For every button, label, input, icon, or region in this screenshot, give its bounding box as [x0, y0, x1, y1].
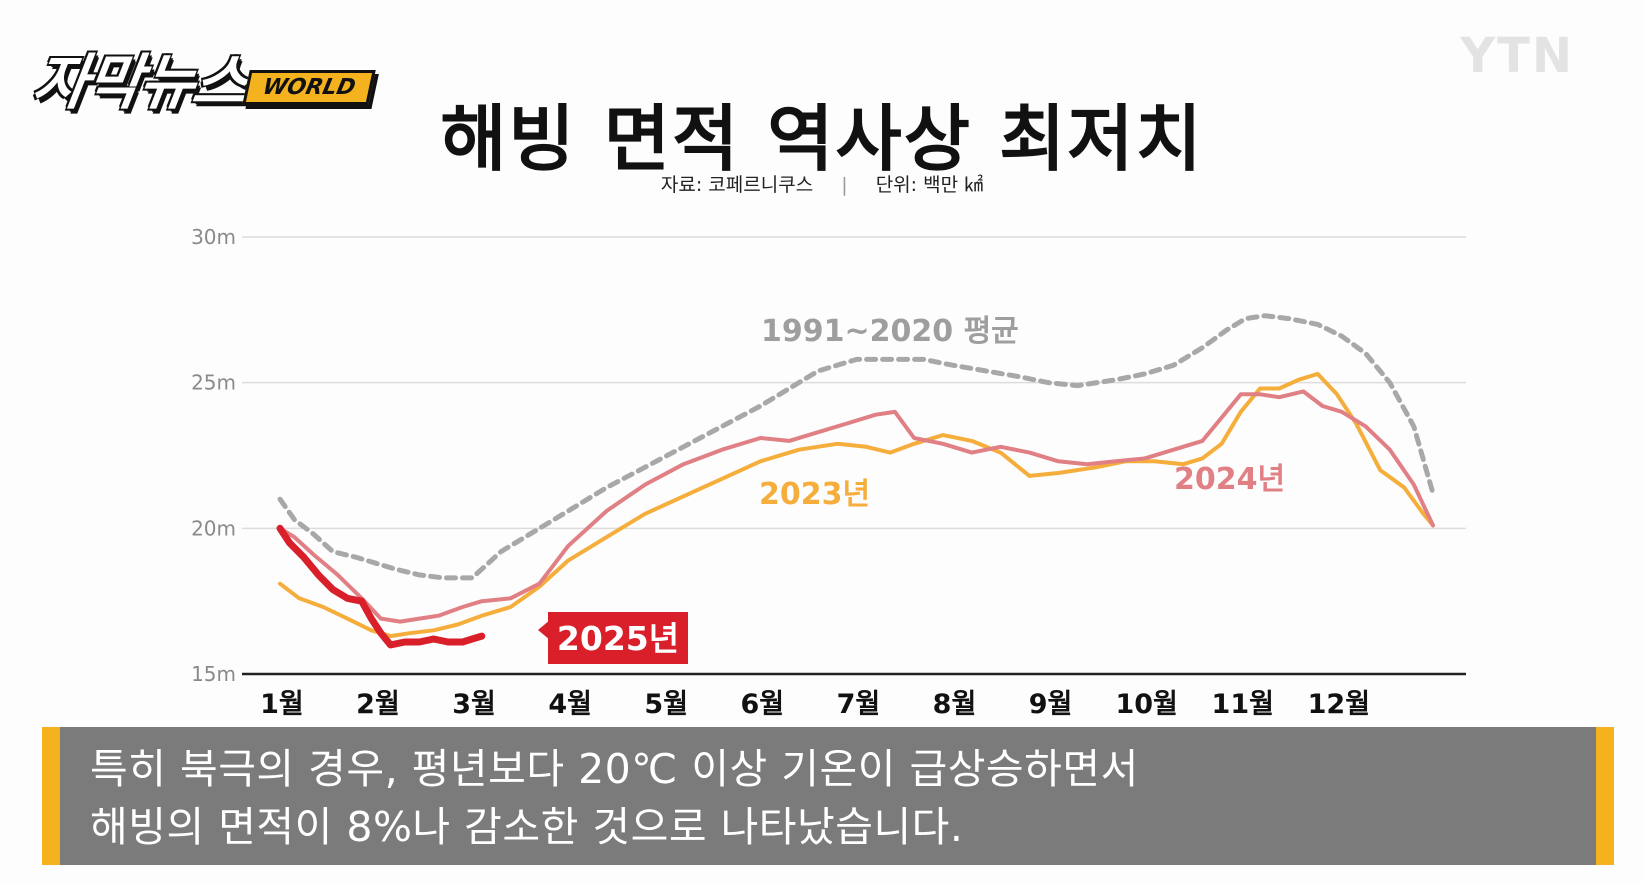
x-tick-label: 12월	[1308, 689, 1370, 720]
y-tick-label: 20m	[191, 516, 236, 540]
chart-unit: 단위: 백만 ㎢	[875, 174, 984, 196]
chart-title: 해빙 면적 역사상 최저치	[440, 97, 1204, 181]
x-tick-label: 4월	[548, 689, 592, 720]
series-label: 2025년	[557, 619, 679, 658]
y-tick-label: 15m	[191, 662, 236, 686]
series-label: 1991~2020 평균	[761, 314, 1019, 349]
series-line	[276, 524, 486, 649]
x-tick-label: 10월	[1115, 689, 1177, 720]
subtitle-caption-box: 특히 북극의 경우, 평년보다 20℃ 이상 기온이 급상승하면서 해빙의 면적…	[42, 727, 1614, 865]
y-tick-label: 25m	[191, 371, 236, 395]
x-tick-label: 9월	[1029, 689, 1073, 720]
channel-watermark: YTN	[1460, 28, 1574, 84]
caption-line-1: 특히 북극의 경우, 평년보다 20℃ 이상 기온이 급상승하면서	[90, 745, 1139, 793]
x-tick-label: 6월	[741, 689, 785, 720]
x-tick-label: 1월	[260, 689, 304, 720]
series-line	[278, 389, 1435, 624]
x-tick-label: 11월	[1212, 689, 1274, 720]
series-label: 2024년	[1174, 462, 1285, 497]
chart-subtitle: 자료: 코페르니쿠스 | 단위: 백만 ㎢	[0, 170, 1644, 197]
subtitle-divider: |	[841, 174, 848, 196]
x-tick-label: 2월	[356, 689, 400, 720]
y-tick-label: 30m	[191, 225, 236, 249]
series-line	[278, 371, 1435, 639]
x-tick-label: 8월	[933, 689, 977, 720]
caption-line-2: 해빙의 면적이 8%나 감소한 것으로 나타났습니다.	[90, 803, 964, 851]
x-tick-label: 5월	[644, 689, 688, 720]
series-label-pointer	[538, 620, 550, 640]
series-label-box	[548, 612, 688, 664]
series-line	[277, 313, 1436, 581]
x-tick-label: 3월	[452, 689, 496, 720]
x-tick-label: 7월	[837, 689, 881, 720]
series-label: 2023년	[759, 477, 870, 512]
chart-source: 자료: 코페르니쿠스	[660, 174, 814, 196]
